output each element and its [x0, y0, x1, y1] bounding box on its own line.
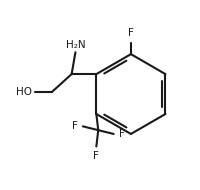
Text: F: F	[118, 129, 124, 139]
Text: F: F	[127, 28, 133, 38]
Text: H₂N: H₂N	[65, 40, 85, 50]
Text: F: F	[93, 151, 99, 162]
Text: HO: HO	[16, 87, 32, 97]
Text: F: F	[72, 121, 78, 131]
